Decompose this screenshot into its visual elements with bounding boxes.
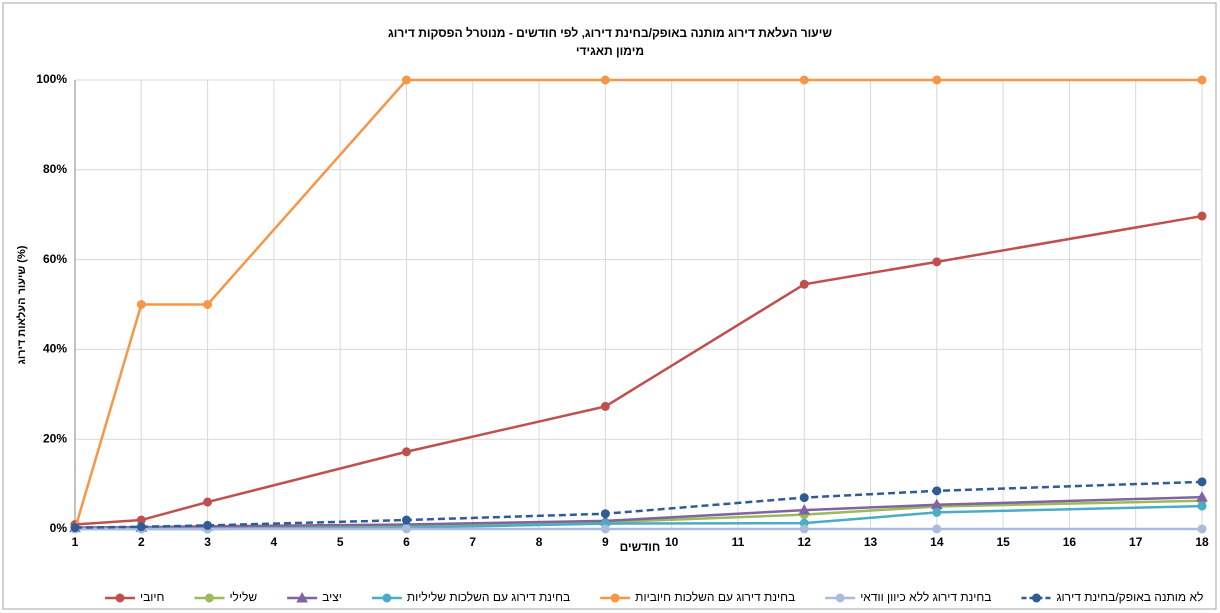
point	[1196, 491, 1208, 502]
y-tick-label: 60%	[43, 252, 67, 266]
y-tick-label: 100%	[36, 72, 67, 86]
point	[401, 75, 411, 85]
x-tick-label: 16	[1063, 535, 1077, 549]
y-tick-label: 40%	[43, 342, 67, 356]
legend-marker	[204, 593, 214, 603]
x-tick-label: 14	[930, 535, 944, 549]
legend-label: בחינת דירוג עם השלכות חיוביות	[635, 590, 795, 604]
point	[203, 300, 213, 309]
point	[932, 486, 942, 496]
point	[600, 401, 610, 411]
x-tick-label: 7	[469, 535, 476, 549]
legend-marker	[1031, 593, 1041, 603]
x-tick-label: 8	[536, 535, 543, 549]
point	[799, 279, 809, 289]
x-tick-label: 1	[72, 535, 79, 549]
x-tick-label: 3	[204, 535, 211, 549]
x-tick-label: 12	[798, 535, 812, 549]
legend-marker	[296, 591, 309, 603]
y-tick-label: 20%	[43, 431, 67, 445]
point	[1197, 477, 1207, 487]
x-axis-label: חודשים	[620, 540, 661, 554]
x-tick-label: 6	[403, 535, 410, 549]
point	[600, 509, 610, 519]
point	[798, 504, 811, 515]
point	[932, 524, 942, 534]
legend-label: יציב	[322, 590, 342, 604]
x-tick-label: 9	[602, 535, 609, 549]
series-line	[74, 214, 1203, 526]
point	[932, 257, 942, 267]
point	[136, 300, 146, 309]
point	[136, 522, 146, 532]
point	[932, 507, 942, 517]
point	[799, 493, 809, 503]
legend-label: שלילי	[229, 590, 257, 604]
x-tick-label: 10	[665, 535, 679, 549]
legend-marker	[610, 593, 620, 603]
point	[70, 523, 80, 533]
series-line	[73, 78, 1202, 530]
point	[203, 497, 213, 507]
point	[1197, 524, 1207, 534]
x-tick-label: 2	[138, 535, 145, 549]
legend-label: בחינת דירוג ללא כיוון וודאי	[860, 590, 991, 604]
y-tick-label: 0%	[50, 521, 68, 535]
legend-marker	[115, 593, 125, 603]
legend-marker	[835, 593, 845, 603]
x-tick-label: 5	[337, 535, 344, 549]
point	[401, 515, 411, 525]
legend-label: בחינת דירוג עם השלכות שליליות	[407, 590, 570, 604]
point	[600, 75, 610, 85]
point	[1197, 501, 1207, 511]
point	[799, 524, 809, 534]
y-tick-label: 80%	[43, 162, 67, 176]
point	[932, 75, 942, 85]
legend-marker	[382, 593, 392, 603]
legend-label: לא מותנה באופק/בחינת דירוג	[1056, 590, 1203, 604]
point	[799, 75, 809, 85]
series-line	[74, 480, 1203, 529]
point	[1197, 211, 1207, 221]
x-tick-label: 17	[1129, 535, 1143, 549]
x-tick-label: 4	[271, 535, 278, 549]
chart-title: שיעור העלאת דירוג מותנה באופק/בחינת דירו…	[388, 26, 832, 40]
point	[401, 524, 411, 534]
x-tick-label: 11	[732, 535, 745, 549]
x-tick-label: 13	[864, 535, 878, 549]
x-tick-label: 15	[996, 535, 1010, 549]
point	[203, 520, 213, 530]
legend-label: חיובי	[140, 590, 164, 604]
x-tick-label: 18	[1195, 535, 1209, 549]
chart-subtitle: מימון תאגידי	[576, 44, 644, 58]
point	[600, 524, 610, 534]
y-axis-label: שיעור העלאות דירוג (%)	[15, 245, 28, 364]
point	[1197, 75, 1207, 85]
point	[401, 447, 411, 457]
